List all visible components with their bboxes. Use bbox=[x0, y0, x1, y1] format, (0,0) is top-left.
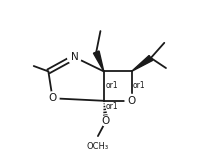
Circle shape bbox=[46, 92, 59, 105]
Text: OCH₃: OCH₃ bbox=[86, 142, 108, 152]
Polygon shape bbox=[132, 55, 152, 71]
Text: or1: or1 bbox=[105, 102, 118, 111]
Circle shape bbox=[68, 50, 81, 64]
Text: O: O bbox=[127, 96, 136, 106]
Text: or1: or1 bbox=[133, 81, 146, 91]
Polygon shape bbox=[94, 51, 104, 71]
Text: or1: or1 bbox=[105, 81, 118, 91]
Text: O: O bbox=[102, 116, 110, 126]
Text: N: N bbox=[71, 52, 78, 62]
Text: O: O bbox=[48, 93, 57, 103]
Circle shape bbox=[125, 94, 138, 107]
Circle shape bbox=[101, 116, 111, 126]
